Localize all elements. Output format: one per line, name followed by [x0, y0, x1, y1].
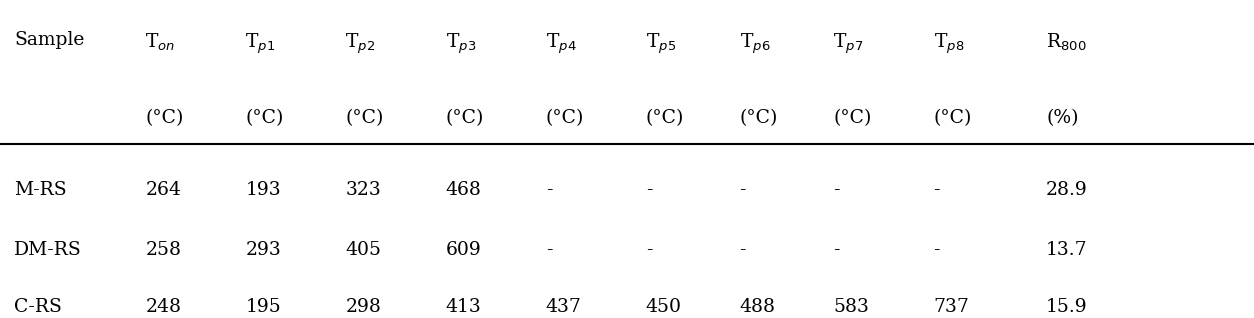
Text: -: - [740, 241, 746, 259]
Text: 13.7: 13.7 [1046, 241, 1087, 259]
Text: Sample: Sample [14, 31, 84, 49]
Text: T$_{on}$: T$_{on}$ [145, 31, 176, 53]
Text: 609: 609 [445, 241, 482, 259]
Text: 28.9: 28.9 [1046, 181, 1088, 199]
Text: (°C): (°C) [740, 109, 777, 127]
Text: (%): (%) [1046, 109, 1078, 127]
Text: -: - [933, 241, 940, 259]
Text: -: - [834, 181, 840, 199]
Text: C-RS: C-RS [14, 298, 61, 316]
Text: 298: 298 [345, 298, 381, 316]
Text: 258: 258 [145, 241, 182, 259]
Text: (°C): (°C) [445, 109, 484, 127]
Text: (°C): (°C) [834, 109, 872, 127]
Text: 323: 323 [345, 181, 381, 199]
Text: -: - [545, 241, 552, 259]
Text: M-RS: M-RS [14, 181, 66, 199]
Text: 264: 264 [145, 181, 181, 199]
Text: R$_{800}$: R$_{800}$ [1046, 31, 1087, 53]
Text: (°C): (°C) [933, 109, 972, 127]
Text: -: - [646, 181, 652, 199]
Text: -: - [933, 181, 940, 199]
Text: 405: 405 [345, 241, 381, 259]
Text: T$_{p6}$: T$_{p6}$ [740, 31, 770, 56]
Text: 195: 195 [246, 298, 281, 316]
Text: (°C): (°C) [246, 109, 283, 127]
Text: 437: 437 [545, 298, 582, 316]
Text: T$_{p4}$: T$_{p4}$ [545, 31, 577, 56]
Text: -: - [740, 181, 746, 199]
Text: 413: 413 [445, 298, 482, 316]
Text: T$_{p3}$: T$_{p3}$ [445, 31, 475, 56]
Text: T$_{p1}$: T$_{p1}$ [246, 31, 276, 56]
Text: -: - [834, 241, 840, 259]
Text: 293: 293 [246, 241, 281, 259]
Text: (°C): (°C) [646, 109, 685, 127]
Text: (°C): (°C) [345, 109, 384, 127]
Text: 450: 450 [646, 298, 682, 316]
Text: 193: 193 [246, 181, 281, 199]
Text: T$_{p5}$: T$_{p5}$ [646, 31, 676, 56]
Text: T$_{p8}$: T$_{p8}$ [933, 31, 964, 56]
Text: 248: 248 [145, 298, 182, 316]
Text: 737: 737 [933, 298, 969, 316]
Text: -: - [545, 181, 552, 199]
Text: 583: 583 [834, 298, 869, 316]
Text: T$_{p2}$: T$_{p2}$ [345, 31, 376, 56]
Text: DM-RS: DM-RS [14, 241, 82, 259]
Text: T$_{p7}$: T$_{p7}$ [834, 31, 864, 56]
Text: 15.9: 15.9 [1046, 298, 1087, 316]
Text: (°C): (°C) [545, 109, 584, 127]
Text: -: - [646, 241, 652, 259]
Text: 488: 488 [740, 298, 776, 316]
Text: 468: 468 [445, 181, 482, 199]
Text: (°C): (°C) [145, 109, 183, 127]
